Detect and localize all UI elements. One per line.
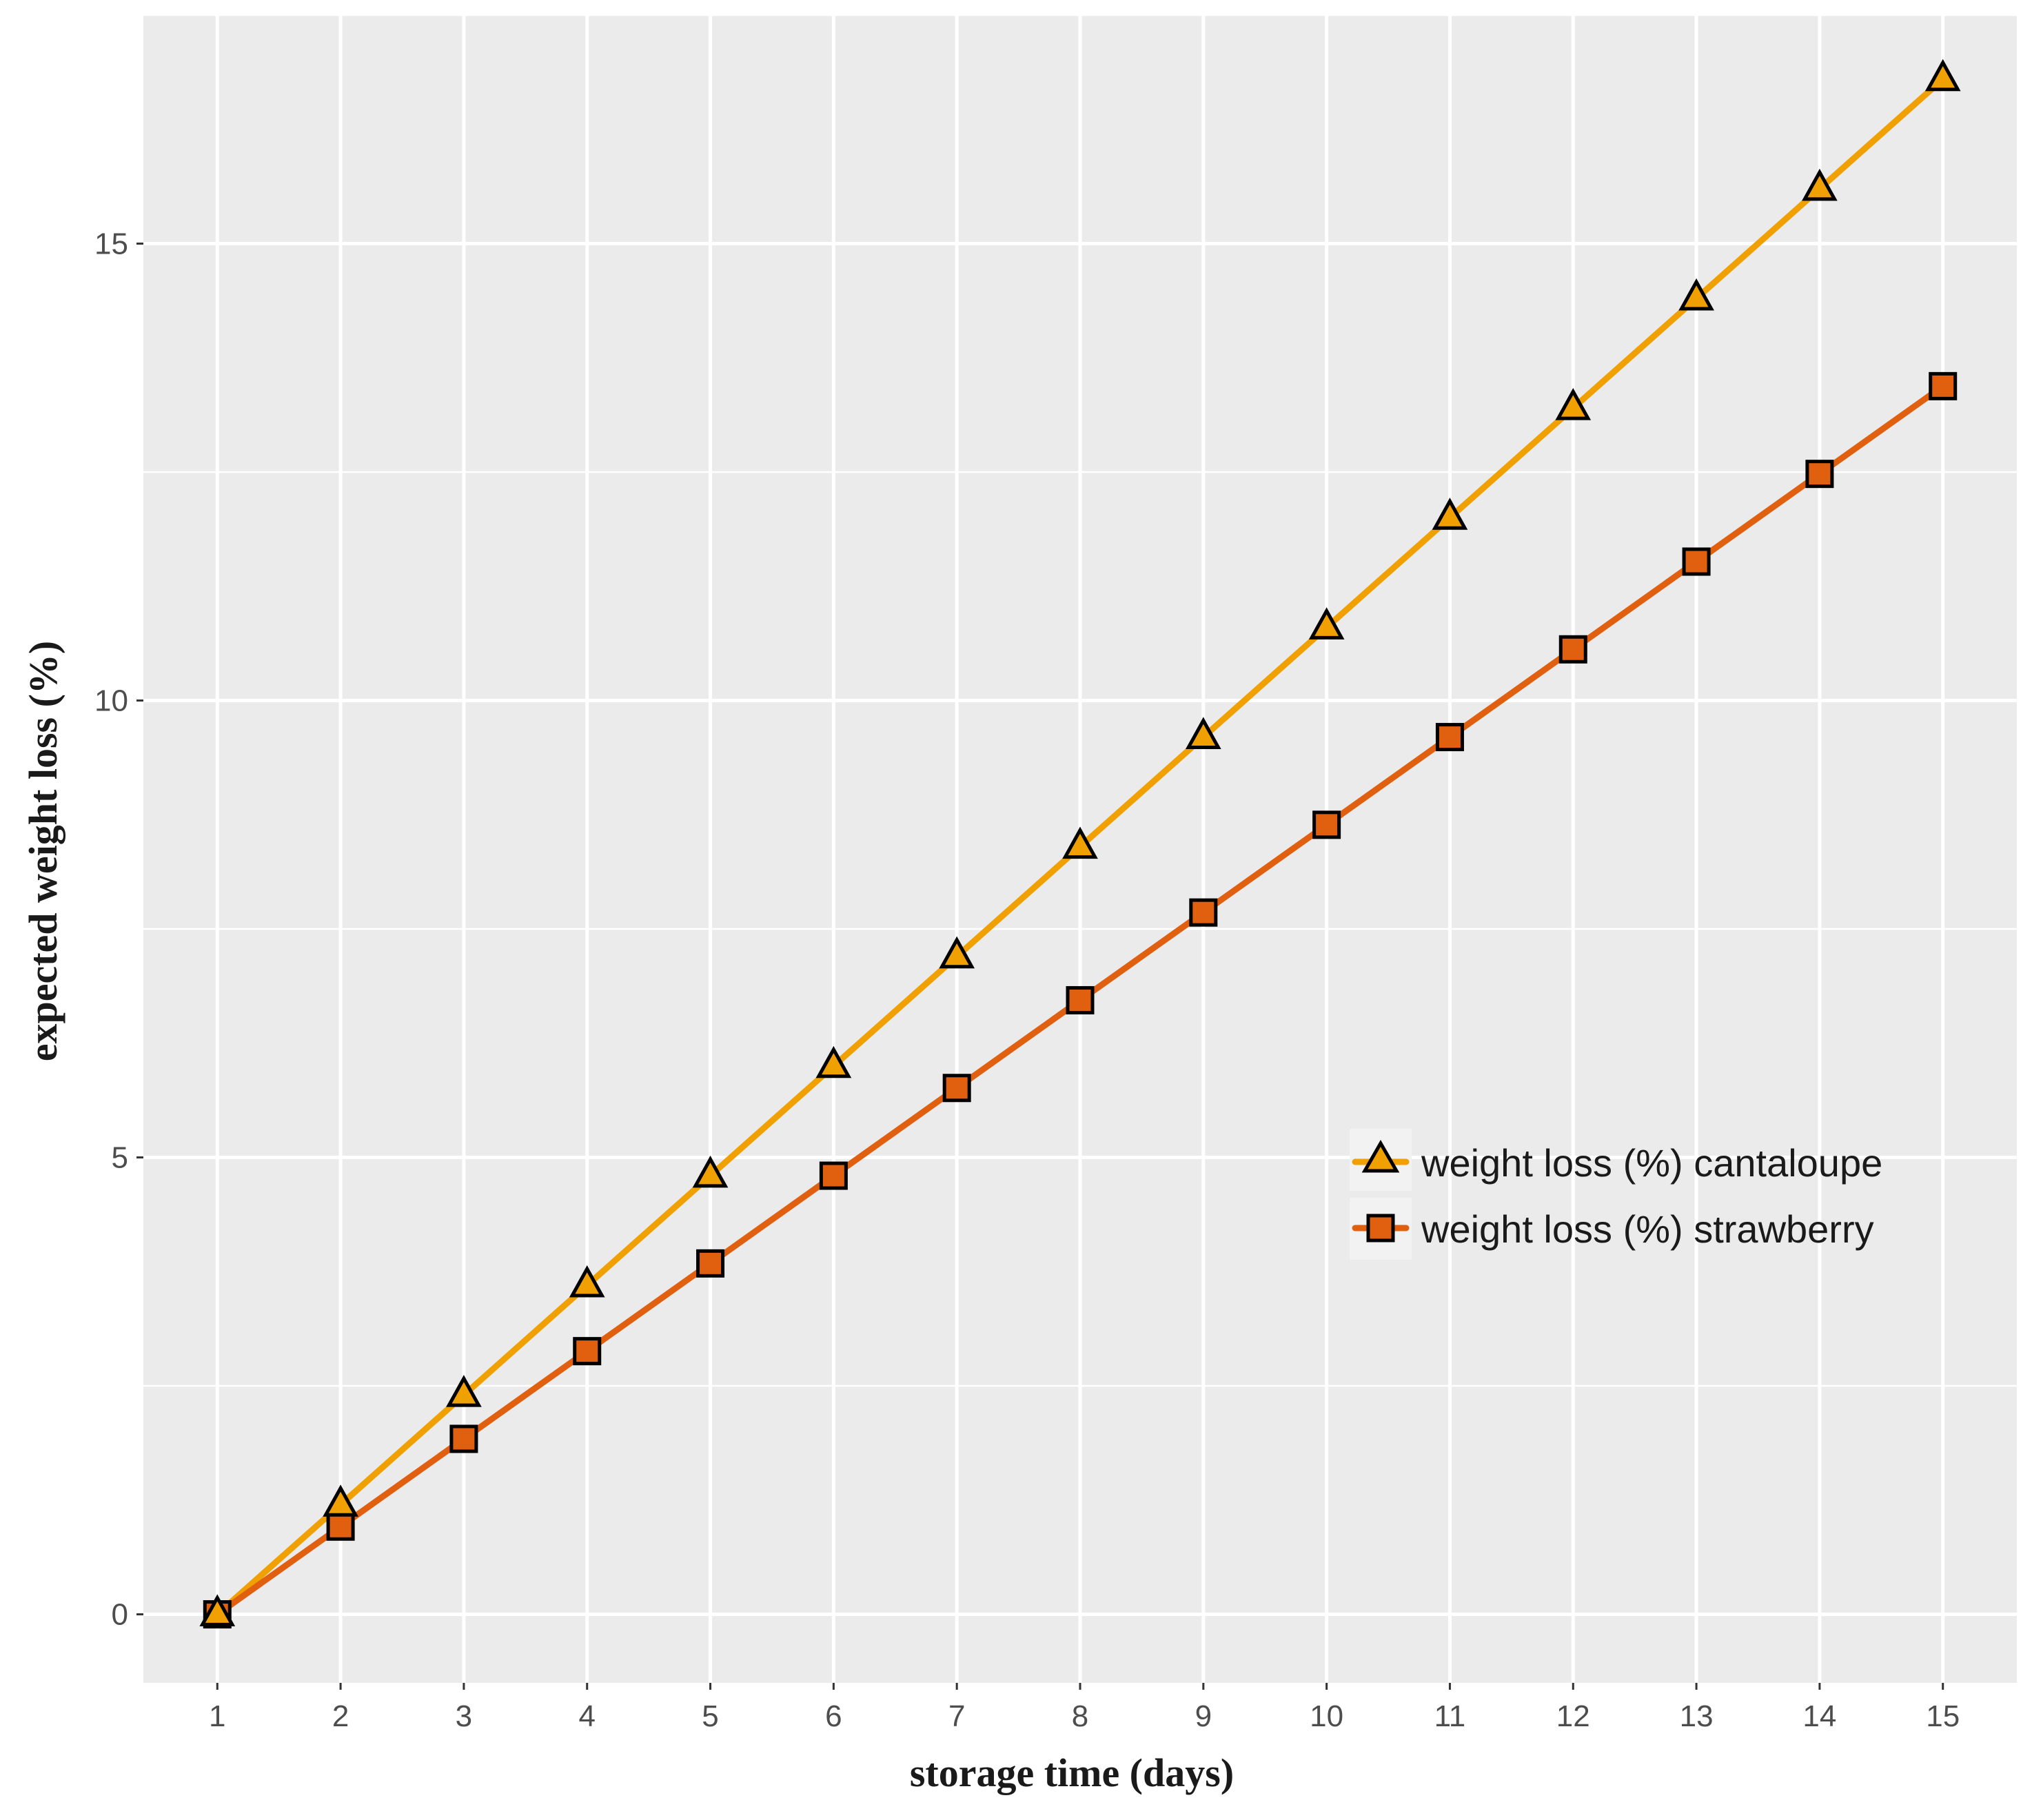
marker-square (1435, 723, 1464, 752)
y-tick-label: 0 (112, 1598, 128, 1632)
x-tick-label: 11 (1434, 1699, 1466, 1733)
marker-triangle (569, 1265, 605, 1298)
y-tick-label: 5 (112, 1141, 128, 1175)
y-axis-title: expected weight loss (%) (21, 641, 65, 1062)
marker-triangle (1432, 498, 1468, 530)
legend-square-icon (1366, 1214, 1395, 1243)
marker-square (449, 1424, 478, 1453)
marker-square (696, 1249, 725, 1278)
x-tick-label: 15 (1926, 1699, 1960, 1733)
marker-triangle (446, 1375, 482, 1407)
x-tick-label: 5 (702, 1699, 718, 1733)
marker-square (1805, 460, 1834, 489)
marker-square (1066, 985, 1095, 1014)
axis-ticks (136, 243, 1944, 1690)
x-tick-label: 14 (1802, 1699, 1836, 1733)
x-tick-label: 4 (578, 1699, 595, 1733)
marker-triangle (692, 1155, 729, 1188)
marker-square (573, 1337, 602, 1366)
x-tick-label: 7 (948, 1699, 965, 1733)
legend-label-strawberry: weight loss (%) strawberry (1421, 1207, 1874, 1251)
marker-triangle (815, 1045, 852, 1078)
x-tick-label: 12 (1556, 1699, 1590, 1733)
marker-square (1189, 898, 1218, 927)
x-tick-label: 9 (1195, 1699, 1212, 1733)
marker-triangle (323, 1484, 358, 1517)
marker-triangle (1678, 278, 1714, 311)
x-tick-label: 2 (332, 1699, 349, 1733)
x-tick-labels: 1 2 3 4 5 6 7 8 9 10 11 12 13 14 15 (209, 1699, 1960, 1733)
series-markers (199, 59, 1961, 1629)
x-tick-label: 1 (209, 1699, 225, 1733)
legend-triangle-icon (1361, 1139, 1400, 1173)
marker-triangle (1185, 717, 1221, 749)
marker-square (1929, 371, 1958, 400)
x-tick-label: 13 (1680, 1699, 1714, 1733)
y-tick-labels: 0 5 10 15 (94, 227, 128, 1632)
marker-triangle (939, 936, 975, 969)
marker-triangle (1062, 826, 1098, 859)
marker-triangle (1802, 168, 1838, 201)
x-tick-label: 8 (1072, 1699, 1088, 1733)
marker-square (1312, 810, 1341, 839)
marker-square (326, 1512, 355, 1541)
marker-triangle (199, 1594, 236, 1626)
legend: weight loss (%) cantaloupe weight loss (… (1350, 1129, 1882, 1260)
x-axis-title: storage time (days) (910, 1750, 1234, 1795)
marker-square (1682, 547, 1711, 576)
y-tick-label: 15 (94, 227, 128, 261)
marker-triangle (1555, 388, 1592, 420)
marker-square (1558, 635, 1587, 664)
x-tick-label: 3 (456, 1699, 472, 1733)
marker-triangle (1924, 59, 1961, 92)
legend-label-cantaloupe: weight loss (%) cantaloupe (1421, 1141, 1882, 1185)
marker-square (942, 1074, 971, 1103)
x-tick-label: 10 (1310, 1699, 1343, 1733)
marker-triangle (1308, 607, 1345, 640)
y-tick-label: 10 (94, 684, 128, 718)
marker-square (819, 1161, 848, 1190)
x-tick-label: 6 (825, 1699, 842, 1733)
